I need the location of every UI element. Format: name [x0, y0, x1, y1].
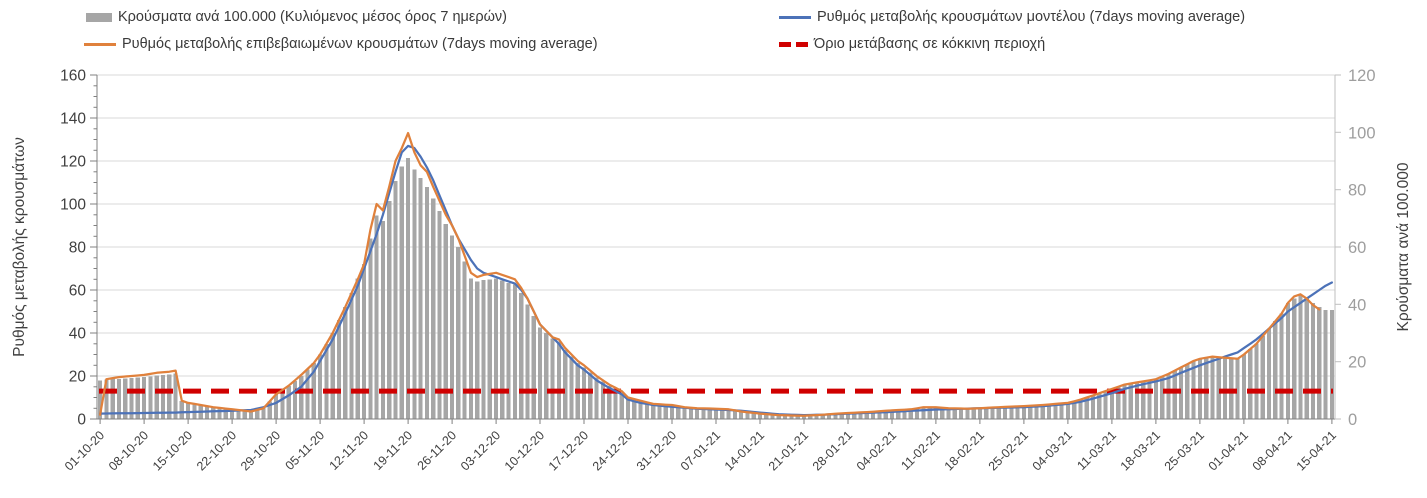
right-axis-ticks: 0 20 40 60 80 100 120	[1335, 67, 1376, 429]
svg-text:120: 120	[1348, 67, 1376, 85]
svg-text:40: 40	[69, 326, 87, 343]
x-axis-ticks: 01-10-2008-10-2015-10-2022-10-2029-10-20…	[62, 419, 1339, 474]
svg-text:08-10-20: 08-10-20	[106, 428, 151, 473]
model-rate-line	[98, 144, 1334, 417]
svg-text:12-11-20: 12-11-20	[327, 428, 372, 473]
blue-line-swatch-icon	[779, 15, 811, 19]
svg-text:40: 40	[1348, 296, 1366, 314]
svg-text:25-03-21: 25-03-21	[1162, 428, 1207, 473]
svg-text:60: 60	[1348, 239, 1366, 257]
svg-text:80: 80	[69, 240, 87, 257]
svg-text:160: 160	[60, 68, 86, 85]
svg-text:15-10-20: 15-10-20	[150, 428, 195, 473]
svg-text:100: 100	[1348, 124, 1376, 142]
svg-text:11-02-21: 11-02-21	[898, 428, 943, 473]
svg-text:05-11-20: 05-11-20	[283, 428, 328, 473]
legend-item-model-rate: Ρυθμός μεταβολής κρουσμάτων μοντέλου (7d…	[779, 10, 1245, 25]
svg-text:120: 120	[60, 154, 86, 171]
svg-text:04-02-21: 04-02-21	[854, 428, 899, 473]
svg-text:0: 0	[1348, 411, 1357, 429]
legend-item-confirmed-rate: Ρυθμός μεταβολής επιβεβαιωμένων κρουσμάτ…	[84, 37, 598, 52]
svg-text:26-11-20: 26-11-20	[415, 428, 460, 473]
left-axis-ticks: 0 20 40 60 80 100 120 140 160	[60, 68, 97, 429]
gridlines	[97, 74, 1335, 377]
legend-item-cases-per-100k: Κρούσματα ανά 100.000 (Κυλιόμενος μέσος …	[86, 10, 507, 25]
confirmed-rate-line	[98, 131, 1321, 417]
svg-text:10-12-20: 10-12-20	[502, 428, 547, 473]
legend-label-red-zone-threshold: Όριο μετάβασης σε κόκκινη περιοχή	[814, 36, 1046, 52]
right-axis-title: Κρούσματα ανά 100.000	[1395, 162, 1412, 331]
orange-line-swatch-icon	[84, 42, 116, 46]
svg-text:100: 100	[60, 197, 86, 214]
svg-text:08-04-21: 08-04-21	[1250, 428, 1295, 473]
svg-text:11-03-21: 11-03-21	[1074, 428, 1119, 473]
svg-text:01-10-20: 01-10-20	[62, 428, 107, 473]
legend-label-confirmed-rate: Ρυθμός μεταβολής επιβεβαιωμένων κρουσμάτ…	[122, 36, 598, 52]
svg-text:18-02-21: 18-02-21	[942, 428, 987, 473]
svg-text:01-04-21: 01-04-21	[1206, 428, 1251, 473]
svg-text:17-12-20: 17-12-20	[546, 428, 591, 473]
svg-text:0: 0	[77, 412, 86, 429]
svg-text:24-12-20: 24-12-20	[590, 428, 635, 473]
svg-text:14-01-21: 14-01-21	[722, 428, 767, 473]
svg-text:22-10-20: 22-10-20	[194, 428, 239, 473]
svg-text:31-12-20: 31-12-20	[634, 428, 679, 473]
svg-text:140: 140	[60, 111, 86, 128]
svg-text:80: 80	[1348, 182, 1366, 200]
svg-text:20: 20	[1348, 354, 1366, 372]
red-dash-swatch-icon	[779, 42, 808, 47]
gray-bar-swatch-icon	[86, 12, 112, 22]
svg-text:20: 20	[69, 369, 87, 386]
svg-text:03-12-20: 03-12-20	[458, 428, 503, 473]
svg-text:07-01-21: 07-01-21	[678, 428, 723, 473]
legend-label-model-rate: Ρυθμός μεταβολής κρουσμάτων μοντέλου (7d…	[817, 9, 1246, 25]
svg-text:19-11-20: 19-11-20	[371, 428, 416, 473]
svg-text:60: 60	[69, 283, 87, 300]
svg-text:21-01-21: 21-01-21	[766, 428, 811, 473]
svg-text:29-10-20: 29-10-20	[238, 428, 283, 473]
svg-text:04-03-21: 04-03-21	[1030, 428, 1075, 473]
svg-text:18-03-21: 18-03-21	[1118, 428, 1163, 473]
legend-item-red-zone-threshold: Όριο μετάβασης σε κόκκινη περιοχή	[779, 37, 1045, 52]
svg-text:15-04-21: 15-04-21	[1294, 428, 1339, 473]
svg-text:28-01-21: 28-01-21	[810, 428, 855, 473]
left-axis-title: Ρυθμός μεταβολής κρουσμάτων	[11, 137, 28, 357]
svg-text:25-02-21: 25-02-21	[986, 428, 1031, 473]
legend-label-cases-per-100k: Κρούσματα ανά 100.000 (Κυλιόμενος μέσος …	[118, 9, 508, 25]
